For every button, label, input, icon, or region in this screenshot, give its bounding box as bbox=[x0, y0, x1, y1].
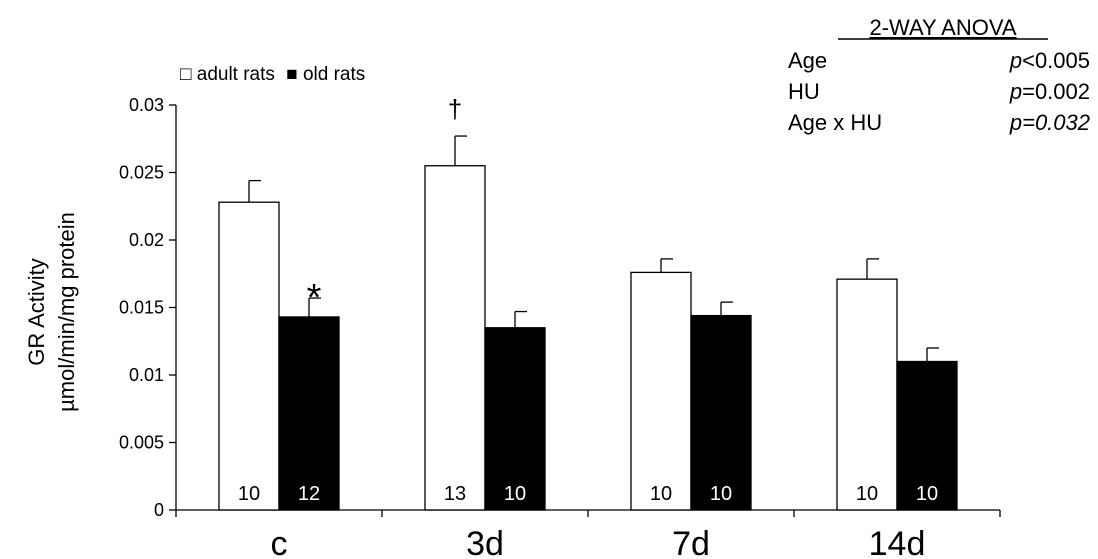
bar bbox=[630, 271, 692, 511]
bar bbox=[278, 316, 340, 511]
sample-size-label: 10 bbox=[916, 483, 938, 505]
bars: 10 12 13 10 10 10 10 10 * † bbox=[218, 94, 958, 511]
x-category-label: c bbox=[271, 525, 288, 559]
legend-item-old-rats: ■ old rats bbox=[286, 64, 365, 85]
anova-row-pvalue: p=0.032 bbox=[1009, 110, 1090, 135]
anova-title: 2-WAY ANOVA bbox=[869, 15, 1016, 40]
sample-size-label: 10 bbox=[856, 483, 878, 505]
sample-size-label: 10 bbox=[710, 483, 732, 505]
y-tick-label: 0.005 bbox=[119, 433, 164, 453]
y-tick-label: 0.025 bbox=[119, 163, 164, 183]
sample-size-label: 12 bbox=[298, 483, 320, 505]
y-tick-label: 0.015 bbox=[119, 298, 164, 318]
anova-row-label: HU bbox=[788, 79, 820, 104]
bar bbox=[836, 278, 898, 511]
anova-row-label: Age x HU bbox=[788, 110, 882, 135]
significance-marker: † bbox=[448, 94, 462, 124]
anova-row-label: Age bbox=[788, 48, 827, 73]
x-category-label: 7d bbox=[672, 525, 710, 559]
x-category-label: 14d bbox=[869, 525, 926, 559]
sample-size-label: 10 bbox=[238, 483, 260, 505]
y-axis-label: GR Activity µmol/min/mg protein bbox=[24, 212, 79, 412]
sample-size-label: 13 bbox=[444, 483, 466, 505]
bar bbox=[690, 314, 752, 511]
legend-item-adult-rats: □ adult rats bbox=[180, 64, 275, 85]
legend: □ adult rats ■ old rats bbox=[180, 64, 365, 85]
sample-size-label: 10 bbox=[650, 483, 672, 505]
x-category-label: 3d bbox=[466, 525, 504, 559]
y-tick-label: 0.03 bbox=[129, 95, 164, 115]
y-tick-label: 0.02 bbox=[129, 230, 164, 250]
anova-row-pvalue: p=0.002 bbox=[1009, 79, 1090, 104]
bar bbox=[218, 201, 280, 511]
anova-row-pvalue: p<0.005 bbox=[1009, 48, 1090, 73]
anova-table: 2-WAY ANOVA Age p<0.005 HU p=0.002 Age x HU p… bbox=[788, 15, 1090, 135]
y-tick-label: 0 bbox=[154, 500, 164, 520]
sample-size-label: 10 bbox=[504, 483, 526, 505]
significance-marker: * bbox=[307, 277, 322, 319]
y-tick-label: 0.01 bbox=[129, 365, 164, 385]
svg-text:□ adult rats ■ old rats: □ adult rats ■ old rats bbox=[180, 64, 365, 85]
bar bbox=[896, 360, 958, 511]
bar bbox=[424, 165, 486, 511]
y-axis-label-line1: GR Activity bbox=[24, 258, 49, 366]
y-axis-label-line2: µmol/min/mg protein bbox=[54, 212, 79, 412]
